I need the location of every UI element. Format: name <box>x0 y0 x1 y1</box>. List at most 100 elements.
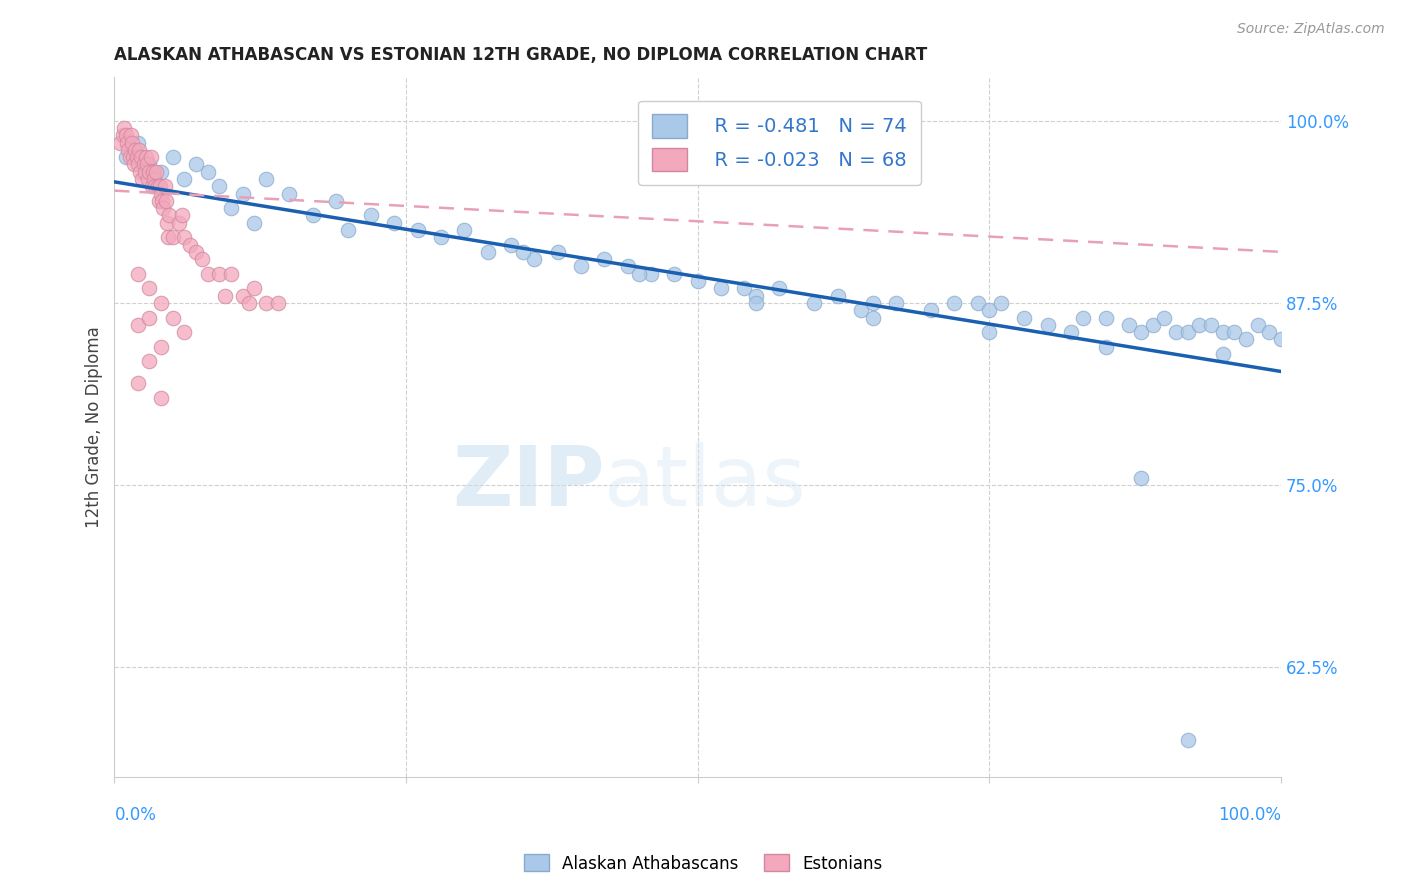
Point <box>219 201 242 215</box>
Point <box>112 120 135 135</box>
Point <box>173 230 195 244</box>
Point <box>148 194 170 208</box>
Legend:   R = -0.481   N = 74,   R = -0.023   N = 68: R = -0.481 N = 74, R = -0.023 N = 68 <box>638 101 921 185</box>
Point <box>117 136 139 150</box>
Point <box>710 281 733 295</box>
Point <box>1153 310 1175 325</box>
Point <box>132 157 155 171</box>
Point <box>167 216 190 230</box>
Point <box>143 172 166 186</box>
Point <box>135 150 157 164</box>
Point <box>124 143 146 157</box>
Point <box>430 230 453 244</box>
Point <box>232 288 254 302</box>
Point <box>142 164 165 178</box>
Point <box>150 194 173 208</box>
Point <box>129 164 152 178</box>
Point <box>569 260 592 274</box>
Point <box>1188 318 1211 332</box>
Y-axis label: 12th Grade, No Diploma: 12th Grade, No Diploma <box>86 326 103 528</box>
Point <box>150 340 173 354</box>
Point <box>1130 471 1153 485</box>
Point <box>136 157 159 171</box>
Point <box>803 296 825 310</box>
Text: 0.0%: 0.0% <box>114 806 156 824</box>
Point <box>1212 347 1234 361</box>
Point <box>849 303 872 318</box>
Point <box>125 150 148 164</box>
Point <box>162 310 184 325</box>
Text: Source: ZipAtlas.com: Source: ZipAtlas.com <box>1237 22 1385 37</box>
Point <box>134 164 156 178</box>
Point <box>686 274 709 288</box>
Point <box>733 281 755 295</box>
Point <box>745 296 768 310</box>
Point <box>131 172 153 186</box>
Point <box>920 303 942 318</box>
Point <box>141 179 163 194</box>
Point <box>136 172 159 186</box>
Point <box>745 288 768 302</box>
Point <box>360 209 382 223</box>
Point <box>979 325 1001 339</box>
Legend: Alaskan Athabascans, Estonians: Alaskan Athabascans, Estonians <box>517 847 889 880</box>
Point <box>115 150 138 164</box>
Point <box>1223 325 1246 339</box>
Point <box>382 216 405 230</box>
Text: 100.0%: 100.0% <box>1218 806 1281 824</box>
Point <box>979 303 1001 318</box>
Point <box>162 230 184 244</box>
Point <box>1270 332 1292 346</box>
Point <box>110 136 132 150</box>
Point <box>208 179 231 194</box>
Text: atlas: atlas <box>605 442 806 524</box>
Point <box>139 150 162 164</box>
Point <box>243 216 266 230</box>
Point <box>111 128 134 143</box>
Point <box>129 150 152 164</box>
Point <box>1036 318 1059 332</box>
Point <box>278 186 301 201</box>
Point <box>243 281 266 295</box>
Point <box>943 296 966 310</box>
Point <box>138 354 160 368</box>
Point <box>477 244 499 259</box>
Point <box>453 223 475 237</box>
Point <box>197 267 219 281</box>
Point <box>121 136 143 150</box>
Point <box>1246 318 1268 332</box>
Point <box>138 164 160 178</box>
Point <box>117 143 139 157</box>
Point <box>127 136 149 150</box>
Point <box>127 376 149 391</box>
Point <box>197 164 219 178</box>
Point <box>153 179 176 194</box>
Point <box>146 179 169 194</box>
Point <box>499 237 522 252</box>
Point <box>162 150 184 164</box>
Point <box>1118 318 1140 332</box>
Point <box>184 157 207 171</box>
Point <box>173 172 195 186</box>
Point <box>150 296 173 310</box>
Point <box>336 223 359 237</box>
Point <box>128 143 150 157</box>
Point <box>214 288 236 302</box>
Point <box>1095 340 1118 354</box>
Point <box>301 209 323 223</box>
Point <box>143 179 166 194</box>
Point <box>219 267 242 281</box>
Point <box>512 244 534 259</box>
Point <box>862 310 884 325</box>
Point <box>156 216 179 230</box>
Point <box>115 128 138 143</box>
Point <box>1014 310 1036 325</box>
Point <box>191 252 214 267</box>
Point <box>1130 325 1153 339</box>
Point <box>1177 325 1199 339</box>
Point <box>122 150 145 164</box>
Point <box>628 267 651 281</box>
Point <box>1212 325 1234 339</box>
Point <box>173 325 195 339</box>
Point <box>157 230 180 244</box>
